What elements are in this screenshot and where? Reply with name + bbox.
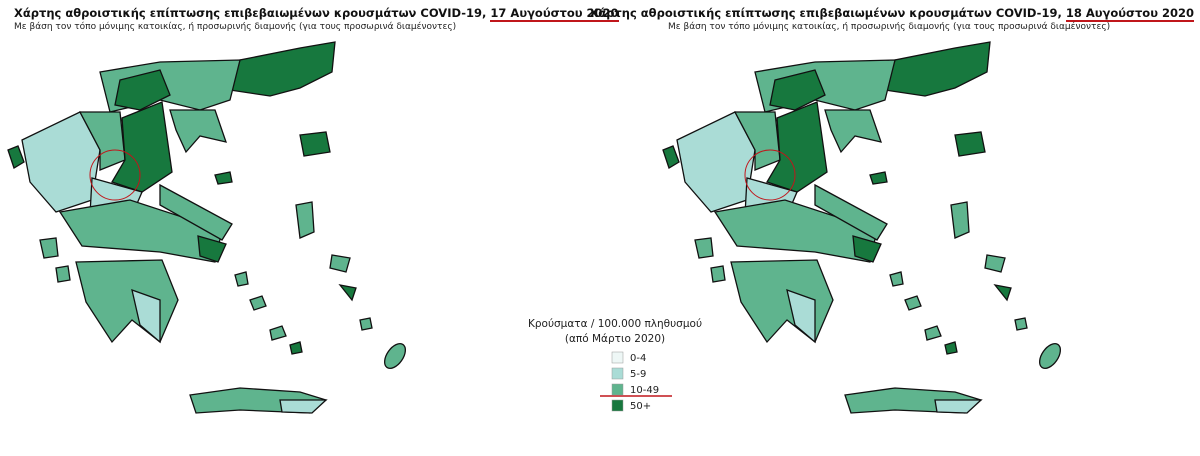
map-greece: [7, 41, 411, 414]
map-title: Χάρτης αθροιστικής επίπτωσης επιβεβαιωμέ…: [589, 6, 1194, 22]
map-subtitle: Με βάση τον τόπο μόνιμης κατοικίας, ή πρ…: [14, 22, 457, 32]
map-subtitle: Με βάση τον τόπο μόνιμης κατοικίας, ή πρ…: [668, 22, 1111, 32]
title-text: Χάρτης αθροιστικής επίπτωσης επιβεβαιωμέ…: [589, 6, 1062, 20]
legend-label: 50+: [630, 401, 651, 412]
legend-label: 0-4: [630, 353, 646, 364]
legend-label: 10-49: [630, 385, 659, 396]
legend-swatch: [611, 399, 624, 412]
legend-label: 5-9: [630, 369, 646, 380]
title-text: Χάρτης αθροιστικής επίπτωσης επιβεβαιωμέ…: [14, 6, 487, 20]
map-title: Χάρτης αθροιστικής επίπτωσης επιβεβαιωμέ…: [14, 6, 619, 22]
legend-swatch: [611, 367, 624, 380]
legend-title: Κρούσματα / 100.000 πληθυσμού: [527, 318, 703, 330]
title-date: 18 Αυγούστου 2020: [1065, 6, 1194, 22]
legend-swatch: [611, 383, 624, 396]
legend-swatch: [611, 351, 624, 364]
title-date: 17 Αυγούστου 2020: [490, 6, 619, 22]
legend-subtitle: (από Μάρτιο 2020): [564, 333, 666, 345]
map-greece: [662, 41, 1066, 414]
